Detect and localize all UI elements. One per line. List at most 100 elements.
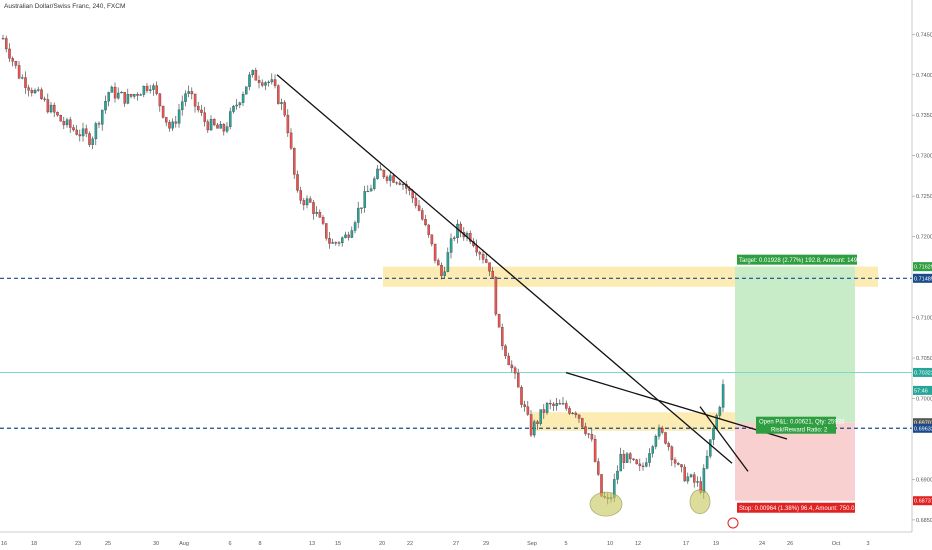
time-tick-label: 24 [759, 541, 765, 547]
candle-body [117, 92, 120, 99]
candle-body [62, 121, 66, 126]
price-marker-label: 57:46 [914, 388, 928, 394]
candle-body [296, 174, 299, 191]
candle-body [661, 427, 664, 433]
candle-body [225, 126, 229, 132]
candle-body [632, 458, 635, 460]
candle-body [389, 175, 392, 181]
candle-body [593, 438, 597, 462]
candle-body [11, 58, 14, 62]
candle-body [145, 85, 149, 91]
candle-body [267, 81, 270, 83]
candle-body [581, 418, 584, 427]
candle-body [213, 119, 216, 126]
candle-body [552, 403, 555, 406]
candle-body [504, 345, 507, 357]
candle-body [469, 233, 472, 242]
candle-body [321, 217, 325, 224]
candle-body [478, 251, 482, 255]
candle-body [401, 183, 405, 186]
time-tick-label: Sep [527, 541, 537, 547]
candle-body [27, 87, 30, 91]
candle-body [536, 421, 539, 424]
chart-title: Australian Dollar/Swiss Franc, 240, FXCM [4, 3, 126, 10]
candle-body [149, 89, 152, 91]
candle-body [395, 182, 398, 184]
time-tick-label: Oct [832, 541, 841, 547]
candle-body [433, 243, 437, 261]
price-marker-label: 0.69632 [914, 426, 932, 432]
candle-body [33, 90, 37, 94]
candle-body [14, 61, 18, 66]
price-marker-label: 0.70322 [914, 370, 932, 376]
candle-body [651, 446, 654, 454]
trendline [699, 406, 749, 472]
price-marker-label: 0.68737 [914, 499, 932, 505]
candle-body [264, 82, 267, 86]
candle-body [485, 259, 488, 263]
candle-body [683, 466, 686, 482]
stop-label-bg [737, 502, 855, 513]
candle-body [280, 102, 283, 104]
candle-body [78, 134, 82, 137]
time-tick-label: 23 [75, 541, 81, 547]
candle-body [654, 436, 658, 447]
candle-body [293, 148, 296, 175]
candle-body [520, 387, 523, 405]
time-tick-label: 10 [607, 541, 613, 547]
time-tick-label: 5 [564, 541, 567, 547]
risk-reward-label: Risk/Reward Ratio: 2 [771, 428, 828, 434]
highlight-ellipse [589, 491, 623, 517]
candle-body [398, 182, 402, 185]
candle-body [385, 176, 389, 181]
candle-body [363, 191, 366, 208]
candle-body [75, 129, 78, 135]
candle-body [165, 117, 168, 123]
candle-body [337, 242, 341, 244]
candle-body [152, 85, 155, 90]
candle-body [373, 178, 376, 189]
candle-body [712, 428, 715, 440]
candle-body [299, 190, 302, 201]
candle-body [168, 122, 171, 129]
candle-body [456, 223, 459, 239]
candle-body [702, 468, 706, 493]
candle-body [21, 77, 24, 79]
candle-body [254, 70, 258, 81]
time-tick-label: 6 [228, 541, 231, 547]
candle-body [619, 453, 622, 472]
candle-body [689, 474, 693, 477]
candle-body [30, 90, 34, 94]
candle-body [360, 207, 363, 209]
candle-body [200, 109, 203, 113]
candle-body [283, 102, 286, 116]
candle-body [513, 367, 517, 374]
candle-body [257, 80, 261, 83]
time-tick-label: 20 [379, 541, 385, 547]
candle-body [104, 101, 107, 111]
candle-body [53, 104, 56, 113]
candle-body [24, 77, 27, 88]
highlight-ellipse [689, 489, 711, 515]
candle-body [120, 92, 123, 94]
candle-body [187, 91, 190, 94]
candle-body [88, 133, 91, 145]
candle-body [315, 212, 318, 214]
candle-body [357, 207, 360, 223]
candle-body [193, 93, 197, 107]
candle-body [312, 202, 315, 214]
candle-body [190, 91, 194, 95]
candle-body [248, 74, 251, 87]
candle-body [616, 470, 619, 480]
candle-body [440, 264, 443, 276]
candle-body [510, 364, 514, 369]
candle-body [638, 463, 642, 467]
price-marker-bg [913, 367, 932, 377]
